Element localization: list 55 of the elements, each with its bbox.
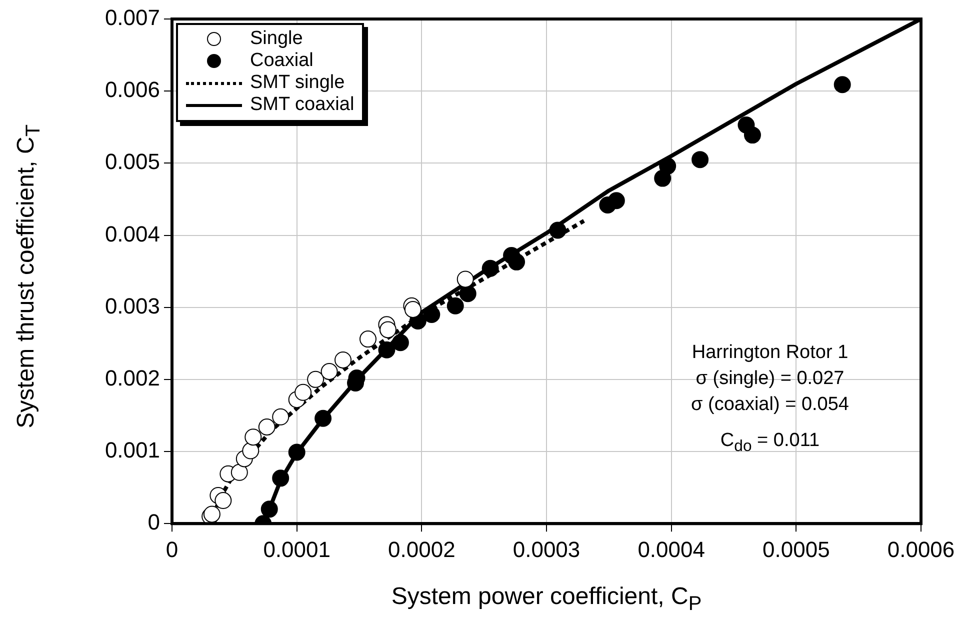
point [508, 253, 526, 270]
point [288, 444, 306, 461]
legend-label: SMT coaxial [250, 94, 354, 116]
point [834, 76, 851, 94]
annotation: σ (coaxial) = 0.054 [690, 393, 850, 417]
point [320, 363, 338, 380]
point [334, 351, 352, 368]
x-tick-label: 0.0004 [638, 536, 705, 562]
y-tick-label: 0.003 [104, 293, 160, 318]
x-tick-label: 0.0002 [388, 536, 456, 562]
y-tick-label: 0 [148, 510, 160, 535]
y-tick-label: 0.006 [104, 77, 160, 102]
annotation: Harrington Rotor 1 [690, 341, 850, 365]
legend-label: SMT single [250, 72, 345, 94]
x-tick-label: 0 [166, 536, 178, 562]
point [230, 464, 248, 481]
y-tick-label: 0.005 [104, 149, 160, 174]
x-tick-label: 0.0001 [263, 536, 330, 562]
point [294, 384, 312, 401]
x-tick-label: 0.0006 [887, 536, 955, 562]
point [314, 410, 332, 427]
point [379, 321, 396, 338]
legend-label: Coaxial [250, 50, 314, 72]
point [392, 334, 409, 352]
x-tick-label: 0.0003 [512, 536, 580, 562]
annotation: C$_{do}$ = 0.011 [719, 429, 821, 457]
y-tick-label: 0.001 [104, 438, 160, 463]
point [404, 301, 422, 318]
point [423, 306, 440, 324]
point [549, 222, 566, 239]
point [482, 260, 499, 277]
point [307, 370, 324, 388]
y-tick-label: 0.004 [104, 221, 160, 246]
point [459, 285, 476, 302]
point [242, 442, 260, 460]
point [272, 470, 290, 487]
point [214, 492, 232, 510]
point [692, 151, 709, 168]
point [456, 270, 474, 288]
point [260, 500, 278, 518]
point [446, 297, 464, 314]
point [378, 341, 396, 358]
x-tick-label: 0.0005 [762, 536, 830, 562]
point [244, 428, 262, 446]
y-tick-label: 0.007 [104, 5, 160, 30]
point [359, 330, 376, 348]
annotation: σ (single) = 0.027 [694, 367, 846, 391]
x-axis-title: System power coefficient, C$_{P}$ [390, 583, 703, 616]
legend-label: Single [250, 28, 303, 50]
point [272, 408, 290, 426]
point [744, 126, 761, 144]
point [608, 192, 625, 210]
point [659, 158, 676, 175]
y-tick-label: 0.002 [104, 365, 160, 390]
point [258, 418, 276, 436]
